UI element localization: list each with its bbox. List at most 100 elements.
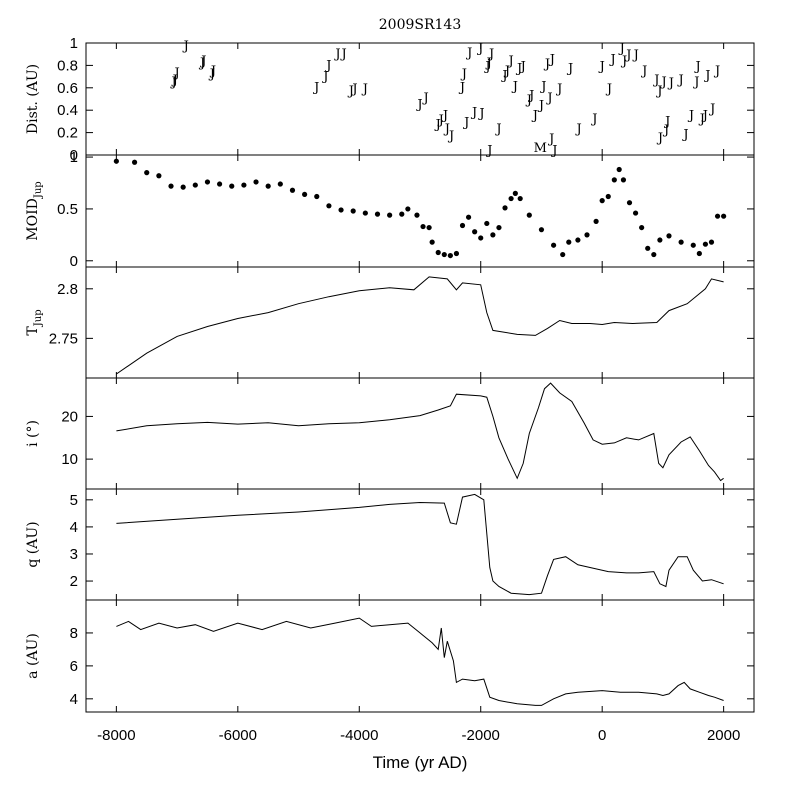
y-tick-label-dist: 0.6	[57, 80, 78, 97]
moid-point	[192, 182, 198, 188]
moid-point	[429, 239, 435, 245]
y-tick-label-moid: 1	[70, 149, 78, 166]
x-tick-label: 0	[598, 727, 606, 744]
moid-point	[611, 177, 617, 183]
moid-point	[217, 181, 223, 187]
encounter-marker: J	[698, 112, 705, 127]
encounter-marker: J	[677, 73, 684, 88]
encounter-marker: J	[531, 109, 538, 124]
encounter-marker: J	[605, 82, 612, 97]
moid-point	[168, 183, 174, 189]
moid-point	[584, 232, 590, 238]
moid-point	[517, 195, 523, 202]
encounter-marker: J	[321, 69, 328, 84]
y-axis-label-q: q (AU)	[25, 521, 41, 567]
encounter-marker: J	[574, 122, 581, 137]
y-tick-label-tjup: 2.8	[57, 281, 78, 298]
encounter-marker: J	[681, 128, 688, 143]
moid-point	[657, 237, 663, 243]
moid-point	[289, 187, 296, 193]
moid-point	[338, 207, 344, 213]
x-axis-label: Time (yr AD)	[373, 753, 468, 772]
encounter-marker: J	[515, 62, 522, 77]
moid-point	[277, 181, 283, 187]
encounter-marker: J	[511, 80, 518, 95]
moid-point	[666, 233, 672, 239]
encounter-marker: J	[667, 76, 674, 91]
encounter-marker: J	[182, 39, 189, 54]
encounter-marker: J	[692, 75, 699, 90]
encounter-marker: J	[437, 113, 444, 128]
moid-point	[708, 239, 715, 245]
moid-point	[387, 212, 393, 218]
encounter-marker: J	[312, 81, 319, 96]
y-tick-label-a: 8	[70, 625, 78, 642]
moid-point	[447, 252, 453, 259]
encounter-marker: J	[550, 143, 557, 158]
panel-frame-q	[85, 488, 755, 601]
encounter-marker: J	[485, 143, 492, 158]
moid-point	[502, 205, 508, 211]
moid-point	[478, 235, 484, 241]
moid-point	[414, 212, 420, 218]
encounter-marker: J	[590, 112, 597, 127]
series-line-incl	[116, 382, 724, 482]
encounter-marker: J	[537, 99, 544, 114]
encounter-marker: J	[421, 91, 428, 106]
moid-point	[626, 200, 633, 206]
y-axis-label-tjup: TJup	[25, 309, 44, 335]
encounter-marker: J	[487, 47, 494, 62]
moid-point	[620, 177, 627, 183]
encounter-marker: J	[333, 47, 340, 62]
moid-point	[131, 159, 138, 165]
encounter-marker: J	[703, 68, 710, 83]
moid-point	[453, 250, 460, 257]
encounter-marker: J	[632, 48, 639, 63]
encounter-marker: J	[483, 59, 490, 74]
encounter-marker: J	[547, 132, 554, 147]
encounter-marker: J	[339, 47, 346, 62]
encounter-marker: J	[324, 58, 331, 73]
moid-point	[435, 249, 441, 256]
encounter-marker: J	[209, 64, 216, 79]
moid-point	[526, 212, 532, 218]
y-tick-label-q: 2	[70, 573, 78, 590]
y-tick-label-dist: 0.2	[57, 125, 78, 142]
encounter-marker: J	[503, 64, 510, 79]
panel-frame-a	[85, 599, 755, 713]
encounter-marker: J	[347, 84, 354, 99]
panel-moid: 0 0.5 1 MOIDJup	[25, 149, 755, 270]
moid-point	[639, 224, 645, 231]
encounter-marker: J	[555, 82, 562, 97]
moid-point	[253, 179, 259, 185]
y-tick-label-dist: 0.8	[57, 57, 78, 74]
moid-point	[599, 198, 605, 204]
encounter-marker: J	[460, 67, 467, 82]
moid-point	[374, 211, 381, 217]
y-tick-label-q: 3	[70, 546, 78, 563]
encounter-marker: J	[506, 54, 513, 69]
encounter-marker: J	[171, 73, 178, 88]
moid-point	[144, 170, 150, 176]
moid-point	[512, 190, 518, 196]
encounter-marker: J	[415, 97, 422, 112]
panel-incl: 10 20 i (°)	[25, 377, 755, 490]
encounter-marker: J	[545, 91, 552, 106]
panel-q: 2 3 4 5 q (AU)	[25, 488, 755, 601]
encounter-marker: J	[713, 64, 720, 79]
panel-frame-moid	[85, 154, 755, 268]
encounter-marker: J	[687, 109, 694, 124]
moid-point	[484, 220, 490, 227]
encounter-marker: J	[663, 114, 670, 129]
moid-point	[714, 213, 721, 219]
encounter-marker: J	[361, 82, 368, 97]
encounter-marker: J	[618, 41, 625, 56]
moid-point	[645, 245, 651, 251]
moid-point	[459, 222, 466, 229]
encounter-marker: J	[624, 48, 631, 63]
encounter-marker: J	[172, 66, 179, 81]
moid-point	[560, 251, 566, 258]
moid-point	[314, 193, 320, 200]
